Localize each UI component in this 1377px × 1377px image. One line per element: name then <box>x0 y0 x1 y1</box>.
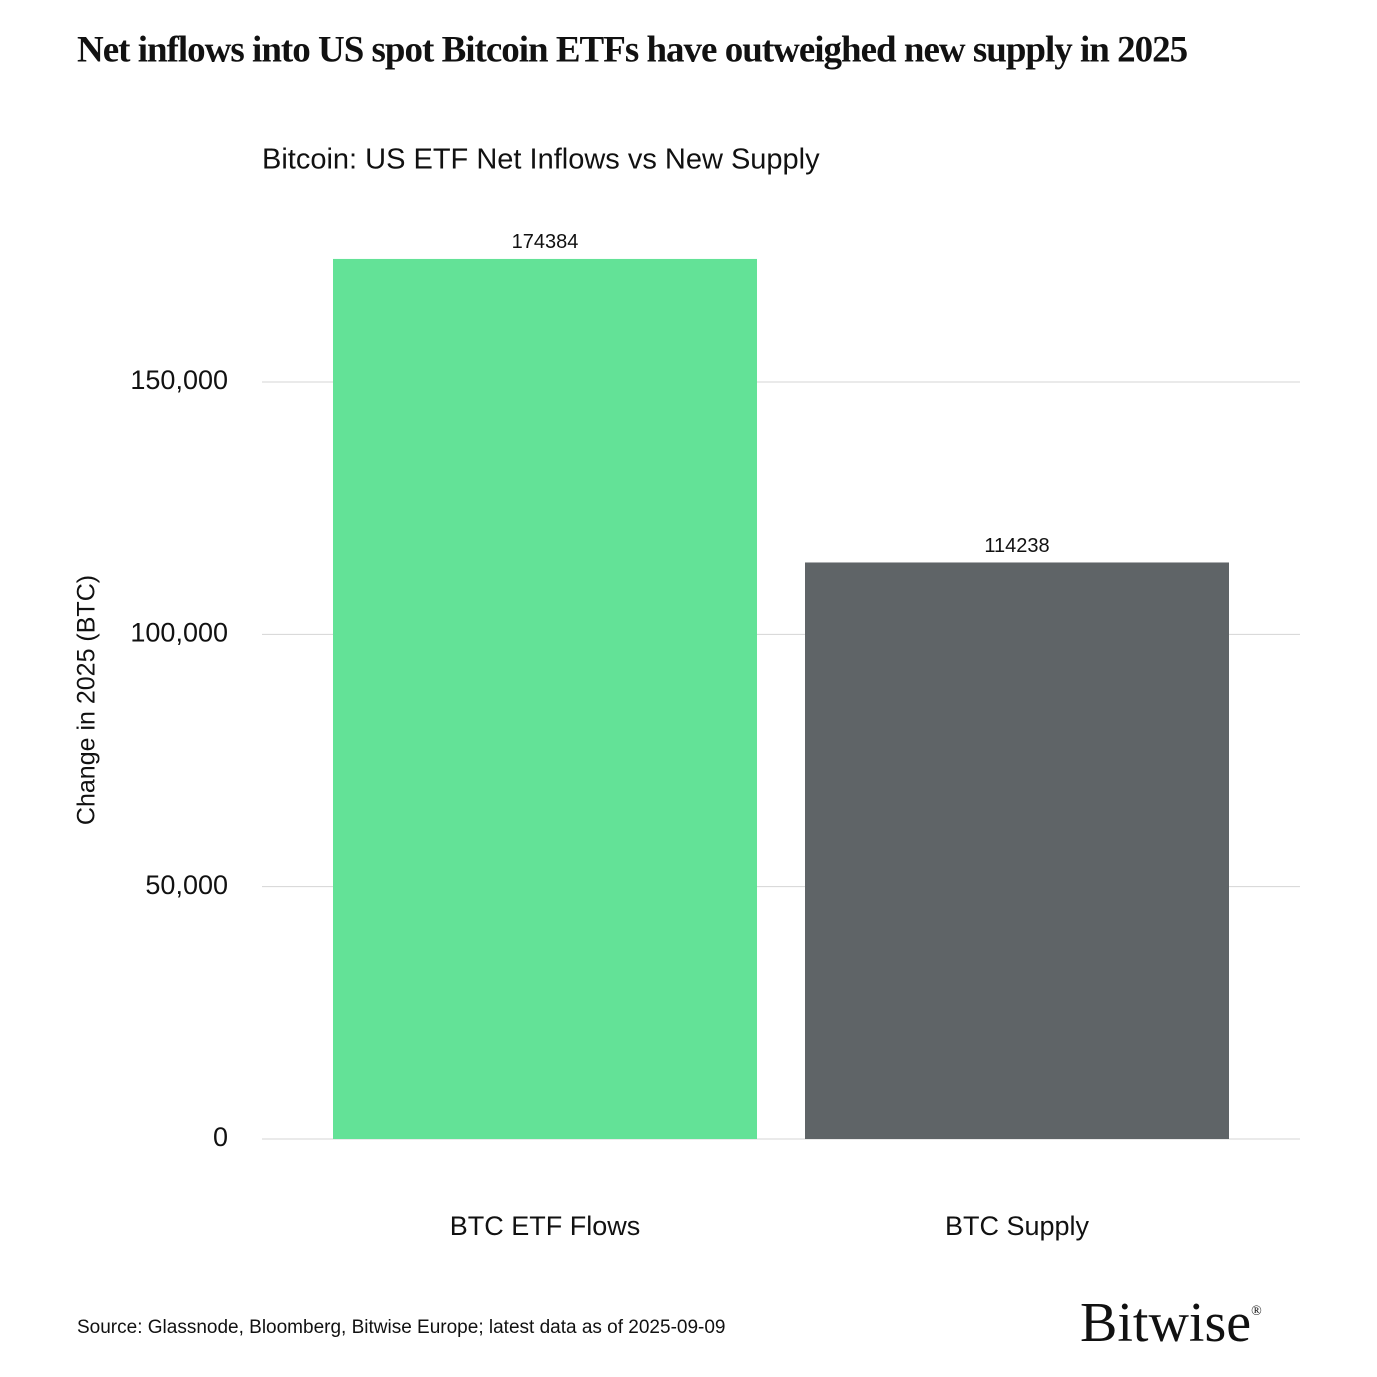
value-label: 174384 <box>512 231 579 253</box>
chart-subtitle: Bitcoin: US ETF Net Inflows vs New Suppl… <box>262 144 820 176</box>
y-tick-label: 100,000 <box>130 617 228 647</box>
bar <box>333 258 757 1139</box>
logo: Bitwise® <box>1080 1292 1262 1354</box>
source-note: Source: Glassnode, Bloomberg, Bitwise Eu… <box>77 1317 726 1338</box>
y-tick-label: 50,000 <box>145 870 228 900</box>
x-tick-label: BTC Supply <box>945 1211 1090 1241</box>
bar <box>805 562 1229 1139</box>
chart-title: Net inflows into US spot Bitcoin ETFs ha… <box>77 29 1188 70</box>
logo-text: Bitwise <box>1080 1292 1251 1354</box>
logo-mark: ® <box>1251 1304 1262 1319</box>
y-tick-label: 150,000 <box>130 365 228 395</box>
x-tick-label: BTC ETF Flows <box>450 1211 641 1241</box>
y-tick-label: 0 <box>213 1122 228 1152</box>
value-label: 114238 <box>984 535 1049 557</box>
y-axis-label: Change in 2025 (BTC) <box>73 575 101 825</box>
